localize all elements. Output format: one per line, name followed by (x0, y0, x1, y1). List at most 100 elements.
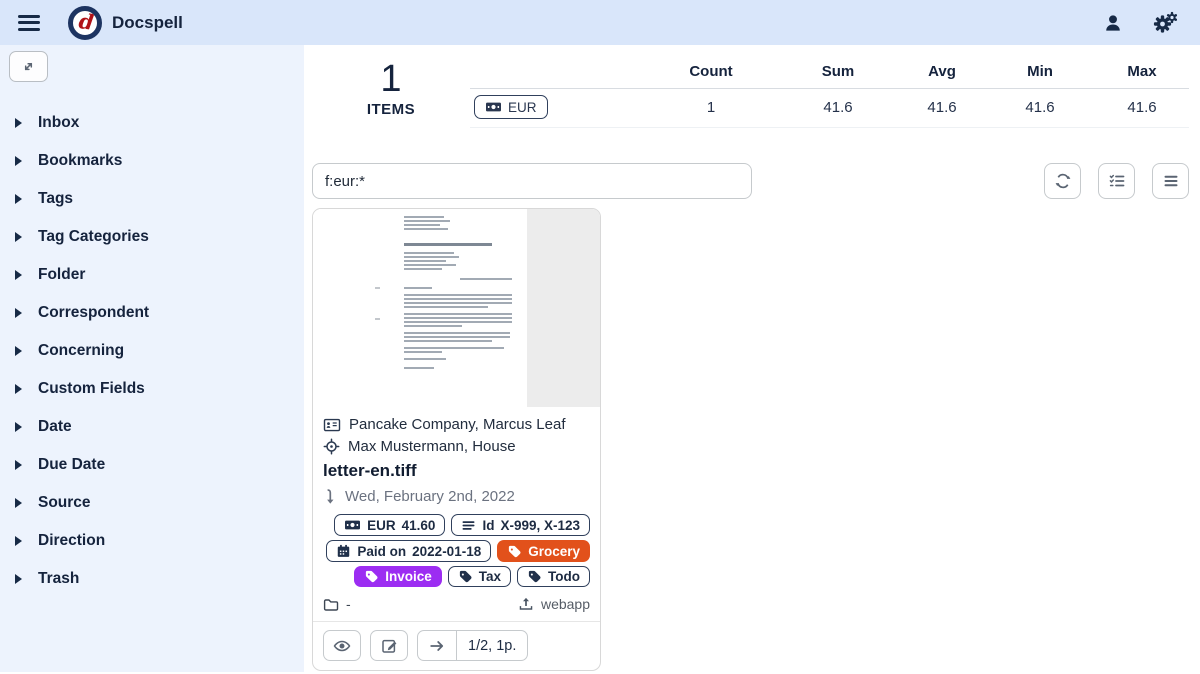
crosshairs-icon (323, 438, 340, 455)
caret-right-icon (15, 460, 22, 470)
menu-bars-icon (1164, 175, 1177, 187)
caret-right-icon (15, 574, 22, 584)
view-menu-button[interactable] (1152, 163, 1189, 199)
sidebar-item-label: Concerning (38, 342, 125, 359)
thumbnail-background (527, 209, 600, 407)
top-navbar: d Docspell (0, 0, 1200, 45)
folder-source-row: - webapp (323, 596, 590, 612)
correspondent-value: Pancake Company, Marcus Leaf (349, 416, 566, 433)
search-input[interactable] (312, 163, 752, 199)
sidebar-item-tags[interactable]: Tags (9, 180, 304, 218)
refresh-button[interactable] (1044, 163, 1081, 199)
sidebar-item-trash[interactable]: Trash (9, 560, 304, 598)
sidebar-item-date[interactable]: Date (9, 408, 304, 446)
sidebar-item-label: Source (38, 494, 91, 511)
sidebar-item-inbox[interactable]: Inbox (9, 104, 304, 142)
folder-icon (323, 598, 339, 611)
sidebar-item-custom-fields[interactable]: Custom Fields (9, 370, 304, 408)
tag-badge-todo: Todo (517, 566, 590, 587)
stats-header-max: Max (1095, 57, 1189, 89)
item-name: letter-en.tiff (323, 461, 417, 480)
money-bill-icon (345, 520, 361, 530)
stats-value-count: 1 (645, 88, 777, 128)
caret-right-icon (15, 118, 22, 128)
preview-button[interactable] (323, 630, 361, 661)
tag-icon (459, 570, 472, 583)
letter-preview (375, 211, 516, 405)
cogs-icon[interactable] (1152, 10, 1178, 36)
caret-right-icon (15, 308, 22, 318)
stats-header-count: Count (645, 57, 777, 89)
search-toolbar (312, 163, 1189, 199)
sidebar-item-label: Bookmarks (38, 152, 123, 169)
concerning-line: Max Mustermann, House (323, 438, 590, 455)
stats-row-eur: EUR 1 41.6 41.6 41.6 41.6 (470, 88, 1189, 128)
stats-header-sum: Sum (777, 57, 899, 89)
items-count-label: ITEMS (366, 100, 416, 118)
sidebar-collapse-button[interactable] (9, 51, 48, 82)
sidebar-item-correspondent[interactable]: Correspondent (9, 294, 304, 332)
edit-icon (381, 639, 396, 653)
folder-value: - (346, 596, 351, 612)
caret-right-icon (15, 346, 22, 356)
sidebar-filters: Inbox Bookmarks Tags Tag Categories Fold… (9, 104, 304, 598)
document-thumbnail[interactable] (313, 209, 600, 407)
arrow-right-icon (418, 631, 456, 660)
sidebar-item-label: Trash (38, 570, 80, 587)
calendar-icon (338, 544, 350, 557)
sidebar-item-label: Date (38, 418, 72, 435)
attachment-pages-label: 1/2, 1p. (456, 631, 527, 660)
sidebar-item-tag-categories[interactable]: Tag Categories (9, 218, 304, 256)
stats-value-sum: 41.6 (777, 88, 899, 128)
caret-right-icon (15, 232, 22, 242)
caret-right-icon (15, 536, 22, 546)
amount-badge: EUR 41.60 (334, 514, 446, 536)
stats-summary: 1 ITEMS Count Sum Avg Min Max (312, 57, 1189, 128)
money-bill-icon (486, 102, 501, 112)
sidebar-item-label: Tags (38, 190, 74, 207)
tag-badge-grocery: Grocery (497, 540, 590, 562)
edit-button[interactable] (370, 630, 408, 661)
sidebar-item-due-date[interactable]: Due Date (9, 446, 304, 484)
item-card[interactable]: Pancake Company, Marcus Leaf Max Musterm… (312, 208, 601, 671)
item-date-value: Wed, February 2nd, 2022 (345, 488, 515, 505)
caret-right-icon (15, 498, 22, 508)
currency-stats-table: Count Sum Avg Min Max (470, 57, 1189, 128)
sidebar-item-source[interactable]: Source (9, 484, 304, 522)
sidebar-item-label: Due Date (38, 456, 106, 473)
currency-badge: EUR (474, 95, 548, 119)
hamburger-menu-icon[interactable] (16, 12, 42, 34)
upload-icon (519, 597, 533, 610)
correspondent-line: Pancake Company, Marcus Leaf (323, 416, 590, 433)
open-detail-button[interactable]: 1/2, 1p. (417, 630, 529, 661)
badge-area: EUR 41.60 Id X-999, X-123 (323, 514, 590, 587)
main-content: 1 ITEMS Count Sum Avg Min Max (304, 45, 1200, 674)
id-badge: Id X-999, X-123 (451, 514, 590, 536)
tag-icon (509, 545, 521, 557)
sidebar-item-label: Correspondent (38, 304, 150, 321)
items-count: 1 ITEMS (312, 57, 470, 118)
sidebar-item-label: Tag Categories (38, 228, 149, 245)
caret-right-icon (15, 156, 22, 166)
item-date-line: Wed, February 2nd, 2022 (323, 488, 590, 505)
card-metadata: Pancake Company, Marcus Leaf Max Musterm… (313, 407, 600, 612)
arrow-down-icon (327, 489, 334, 504)
paid-date-badge: Paid on 2022-01-18 (326, 540, 492, 562)
sidebar-item-concerning[interactable]: Concerning (9, 332, 304, 370)
docspell-logo[interactable]: d (68, 5, 102, 40)
source-value: webapp (540, 596, 590, 612)
select-mode-button[interactable] (1098, 163, 1135, 199)
sidebar: Inbox Bookmarks Tags Tag Categories Fold… (0, 45, 304, 672)
items-count-number: 1 (380, 58, 402, 100)
user-icon[interactable] (1100, 10, 1126, 36)
stats-header-avg: Avg (899, 57, 985, 89)
sidebar-item-direction[interactable]: Direction (9, 522, 304, 560)
concerning-value: Max Mustermann, House (348, 438, 516, 455)
sidebar-item-bookmarks[interactable]: Bookmarks (9, 142, 304, 180)
address-card-icon (323, 418, 341, 431)
sidebar-item-label: Inbox (38, 114, 80, 131)
sidebar-item-label: Folder (38, 266, 86, 283)
sidebar-item-folder[interactable]: Folder (9, 256, 304, 294)
tag-icon (528, 570, 541, 583)
caret-right-icon (15, 422, 22, 432)
